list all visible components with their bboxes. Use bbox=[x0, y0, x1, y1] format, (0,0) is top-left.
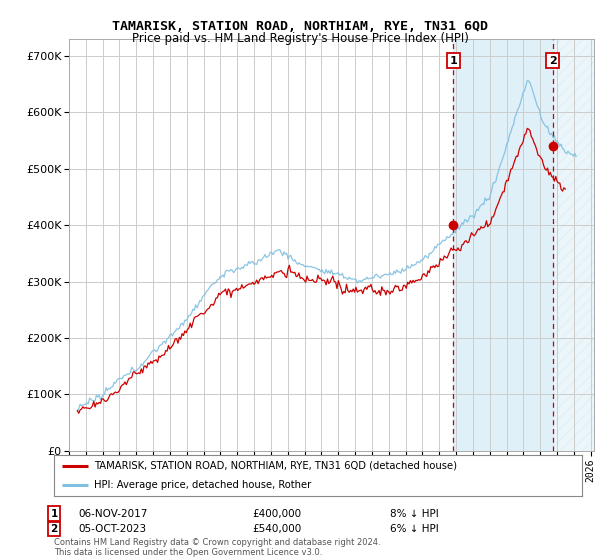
Text: 8% ↓ HPI: 8% ↓ HPI bbox=[390, 508, 439, 519]
Text: £400,000: £400,000 bbox=[252, 508, 301, 519]
Bar bbox=[454, 39, 553, 451]
Text: 1: 1 bbox=[50, 508, 58, 519]
Text: TAMARISK, STATION ROAD, NORTHIAM, RYE, TN31 6QD (detached house): TAMARISK, STATION ROAD, NORTHIAM, RYE, T… bbox=[94, 461, 457, 471]
Text: HPI: Average price, detached house, Rother: HPI: Average price, detached house, Roth… bbox=[94, 479, 311, 489]
Text: 6% ↓ HPI: 6% ↓ HPI bbox=[390, 524, 439, 534]
Text: 2: 2 bbox=[549, 55, 557, 66]
Bar bbox=[553, 39, 594, 451]
Text: 1: 1 bbox=[449, 55, 457, 66]
Text: Contains HM Land Registry data © Crown copyright and database right 2024.
This d: Contains HM Land Registry data © Crown c… bbox=[54, 538, 380, 557]
Text: TAMARISK, STATION ROAD, NORTHIAM, RYE, TN31 6QD: TAMARISK, STATION ROAD, NORTHIAM, RYE, T… bbox=[112, 20, 488, 32]
Text: Price paid vs. HM Land Registry's House Price Index (HPI): Price paid vs. HM Land Registry's House … bbox=[131, 32, 469, 45]
Text: £540,000: £540,000 bbox=[252, 524, 301, 534]
Text: 05-OCT-2023: 05-OCT-2023 bbox=[78, 524, 146, 534]
Text: 06-NOV-2017: 06-NOV-2017 bbox=[78, 508, 148, 519]
Text: 2: 2 bbox=[50, 524, 58, 534]
